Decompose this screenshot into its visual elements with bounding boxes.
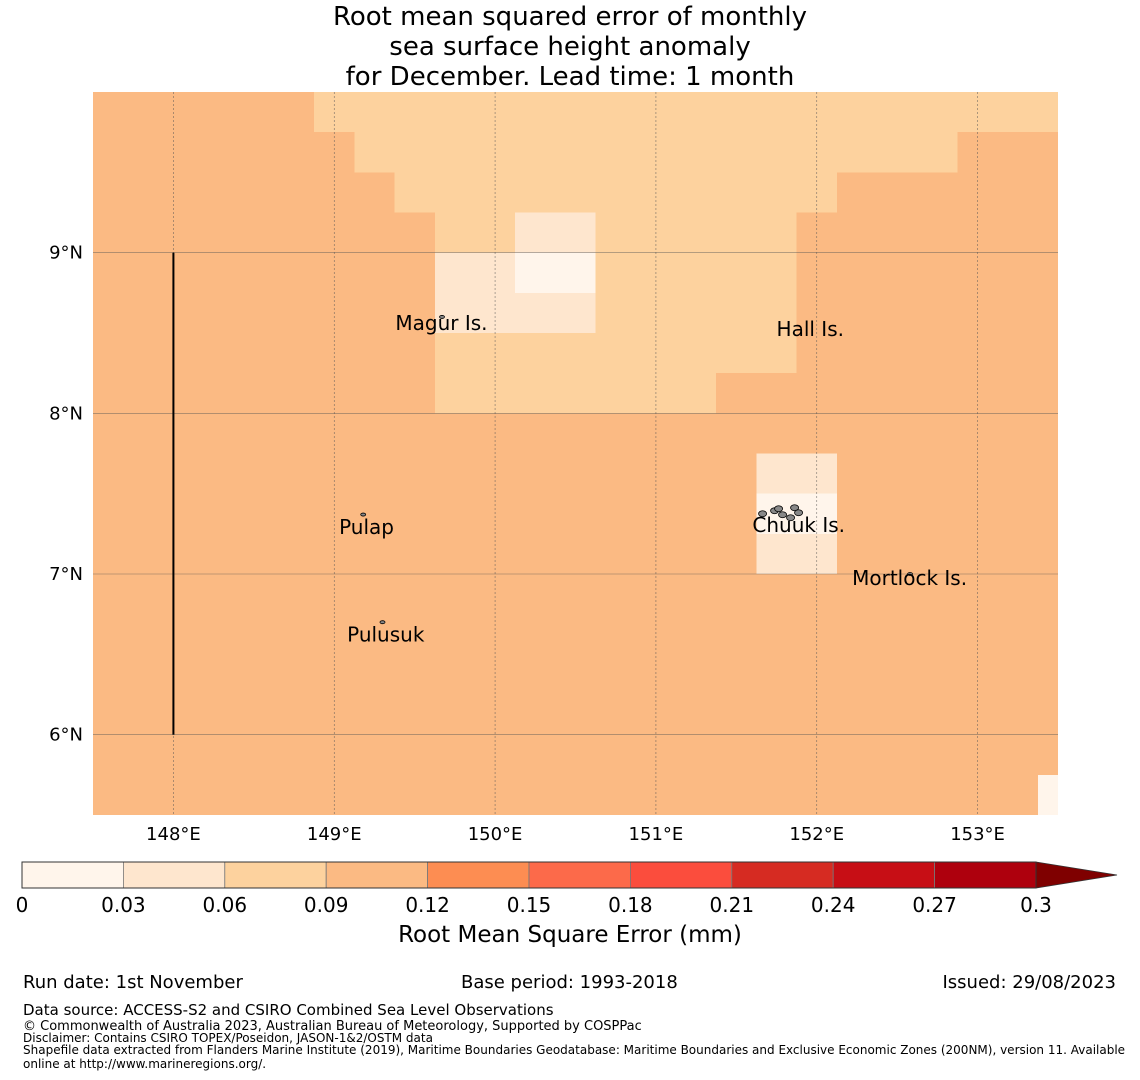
colorbar-tick-label: 0.06 [202,893,248,917]
island-shape [360,512,367,517]
lat-tick-label: 6°N [49,725,83,746]
colorbar-tick-label: 0.18 [608,893,653,917]
island-shape [379,620,386,625]
lon-tick-label: 152°E [789,824,844,845]
colorbar-segment [630,861,733,889]
rmse-cell [515,212,596,253]
colorbar-tick-label: 0.27 [912,893,957,917]
lat-tick-label: 7°N [49,564,83,585]
colorbar-tick-label: 0 [15,893,29,917]
island-shape [778,511,787,519]
copyright: © Commonwealth of Australia 2023, Austra… [23,1019,642,1034]
chart-title: Root mean squared error of monthly sea s… [0,2,1140,92]
colorbar-segment [731,861,834,889]
rmse-cell [434,292,596,333]
map-figure: Magur Is. Hall Is. Pulap Chuuk Is. Mortlock … [21,92,1118,889]
island-label: Pulap [339,515,394,539]
colorbar-tick-label: 0.03 [101,893,146,917]
rmse-cell [1037,774,1058,815]
rmse-cell [434,333,797,374]
lon-tick-label: 151°E [629,824,684,845]
lat-tick-label: 9°N [49,243,83,264]
lon-tick-label: 150°E [468,824,523,845]
colorbar-tick-label: 0.15 [506,893,552,917]
shapefile-credit: Shapefile data extracted from Flanders M… [23,1043,1126,1071]
colorbar-extend-arrow [1035,861,1118,889]
colorbar-tick-label: 0.24 [810,893,856,917]
issued-date: Issued: 29/08/2023 [942,972,1116,993]
rmse-cell [394,172,837,213]
colorbar-tick-label: 0.21 [709,893,755,917]
colorbar [21,861,1118,889]
colorbar-segment [427,861,530,889]
island-shape [786,514,795,522]
rmse-cell [756,453,837,494]
colorbar-tick-label: 0.12 [405,893,450,917]
rmse-cell [434,373,717,414]
rmse-cell [434,212,797,253]
colorbar-tick-label: 0.3 [1020,893,1052,917]
island-shape [758,510,767,518]
base-period: Base period: 1993-2018 [461,972,678,993]
colorbar-segment [934,861,1037,889]
colorbar-segment [21,861,124,889]
rmse-cell [314,92,1058,133]
colorbar-segment [123,861,226,889]
island-shape [790,504,799,512]
title-line-3: for December. Lead time: 1 month [345,62,795,92]
islands-layer: Magur Is. Hall Is. Pulap Chuuk Is. Mortlock … [339,311,967,647]
lon-tick-label: 153°E [950,824,1005,845]
lon-tick-label: 148°E [146,824,201,845]
island-label: Mortlock Is. [852,566,967,590]
lon-tick-label: 149°E [307,824,362,845]
title-line-1: Root mean squared error of monthly [332,2,808,32]
colorbar-tick-label: 0.09 [303,893,349,917]
island-shape [794,509,803,517]
rmse-cell [756,533,837,574]
island-label: Magur Is. [395,311,487,335]
run-date: Run date: 1st November [23,972,243,993]
colorbar-outline [21,861,1037,889]
disclaimer: Disclaimer: Contains CSIRO TOPEX/Poseido… [23,1031,433,1045]
data-source: Data source: ACCESS-S2 and CSIRO Combine… [23,1001,554,1019]
island-shape [439,315,445,319]
colorbar-segment [832,861,936,889]
island-label: Chuuk Is. [752,513,845,537]
axis-tick-labels: 148°E 149°E 150°E 151°E 152°E 153°E 6°N 7°N 8°N 9… [49,243,1005,845]
colorbar-segment [224,861,327,889]
colorbar-segment [528,861,631,889]
lat-tick-label: 8°N [49,403,83,424]
title-line-2: sea surface height anomaly [389,32,751,62]
colorbar-title: Root Mean Square Error (mm) [398,922,742,948]
island-shape [774,505,783,513]
colorbar-segment [325,861,429,889]
rmse-cell [515,252,596,293]
island-shape [907,572,913,576]
island-label: Pulusuk [347,622,425,646]
island-label: Hall Is. [777,317,844,341]
rmse-grid [93,92,1058,815]
